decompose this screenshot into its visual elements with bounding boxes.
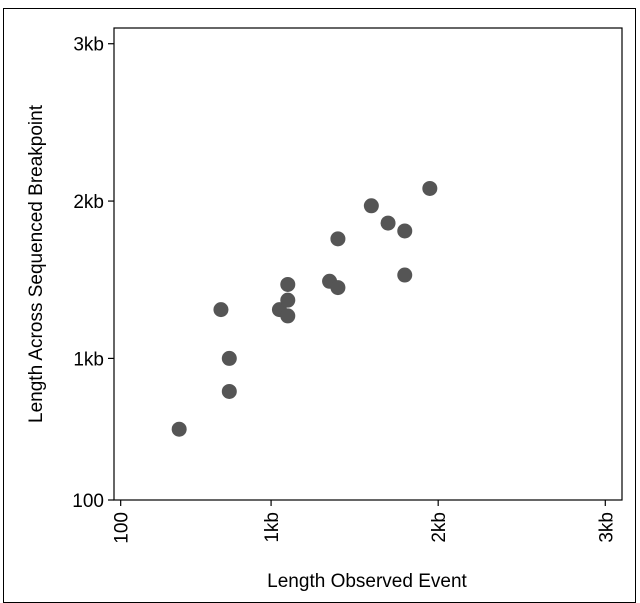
x-axis: 100 1kb 2kb 3kb: [112, 500, 617, 544]
scatter-point: [280, 308, 296, 324]
scatter-point: [330, 280, 346, 296]
y-tick-label: 100: [72, 491, 104, 512]
x-tick-label: 2kb: [429, 512, 450, 543]
data-points: [171, 180, 438, 437]
x-axis-title: Length Observed Event: [267, 571, 467, 592]
y-axis-title: Length Across Sequenced Breakpoint: [26, 104, 47, 423]
y-axis: 100 1kb 2kb 3kb: [72, 35, 114, 512]
x-tick-label: 1kb: [262, 512, 283, 543]
scatter-point: [280, 292, 296, 308]
plot-area: [113, 27, 623, 501]
y-tick-label: 2kb: [73, 192, 104, 213]
scatter-point: [397, 267, 413, 283]
scatter-point: [380, 215, 396, 231]
scatter-point: [213, 302, 229, 318]
scatter-point: [171, 421, 187, 437]
x-tick-label: 3kb: [596, 512, 617, 543]
scatter-point: [280, 276, 296, 292]
scatter-point: [330, 231, 346, 247]
scatter-point: [221, 383, 237, 399]
y-tick-label: 1kb: [73, 349, 104, 370]
scatter-point: [221, 350, 237, 366]
x-tick-label: 100: [112, 512, 133, 544]
y-tick-label: 3kb: [73, 35, 104, 56]
scatter-point: [397, 223, 413, 239]
scatter-point: [363, 198, 379, 214]
scatter-point: [422, 180, 438, 196]
